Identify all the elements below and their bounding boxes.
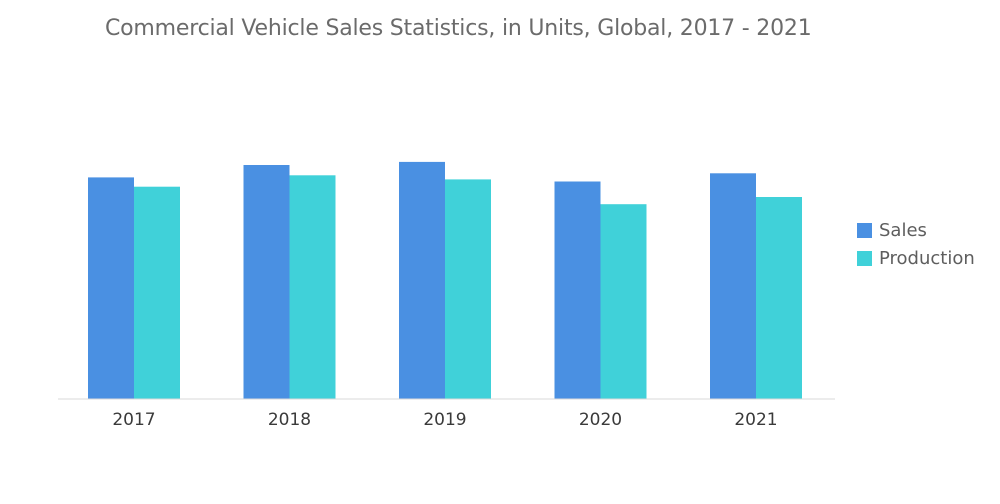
x-tick-label-2017: 2017: [112, 410, 155, 430]
legend-label-production: Production: [879, 247, 975, 269]
bar-sales-2019: [399, 161, 445, 399]
legend: Sales Production: [857, 216, 975, 272]
bar-production-2017: [134, 186, 180, 399]
bar-production-2021: [756, 197, 802, 399]
bar-production-2018: [289, 175, 336, 399]
bar-sales-2017: [88, 177, 134, 399]
legend-swatch-sales: [857, 222, 872, 238]
legend-swatch-production: [857, 250, 872, 266]
bar-sales-2020: [554, 181, 601, 399]
x-tick-labels: 2017 2018 2019 2020 2021: [112, 410, 777, 430]
bar-sales-2018: [243, 165, 290, 399]
bar-production-2020: [600, 204, 647, 399]
x-tick-label-2021: 2021: [734, 410, 777, 430]
chart-title: Commercial Vehicle Sales Statistics, in …: [105, 16, 812, 41]
x-tick-label-2020: 2020: [579, 410, 622, 430]
bars-layer: [88, 161, 802, 399]
legend-label-sales: Sales: [879, 219, 927, 241]
bar-sales-2021: [710, 173, 756, 399]
legend-item-production: Production: [857, 244, 975, 272]
x-tick-label-2018: 2018: [268, 410, 311, 430]
bar-production-2019: [445, 179, 491, 399]
x-tick-label-2019: 2019: [423, 410, 466, 430]
legend-item-sales: Sales: [857, 216, 975, 244]
